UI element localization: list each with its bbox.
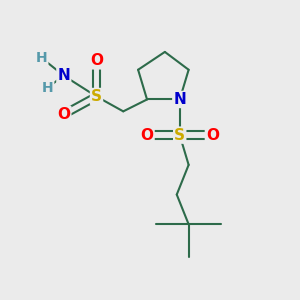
Text: S: S <box>91 89 102 104</box>
Text: O: O <box>90 53 103 68</box>
Text: H: H <box>36 51 47 65</box>
Text: O: O <box>57 107 70 122</box>
Text: S: S <box>174 128 185 142</box>
Text: O: O <box>140 128 154 142</box>
Text: O: O <box>206 128 219 142</box>
Text: N: N <box>57 68 70 83</box>
Text: H: H <box>42 81 53 94</box>
Text: N: N <box>173 92 186 107</box>
